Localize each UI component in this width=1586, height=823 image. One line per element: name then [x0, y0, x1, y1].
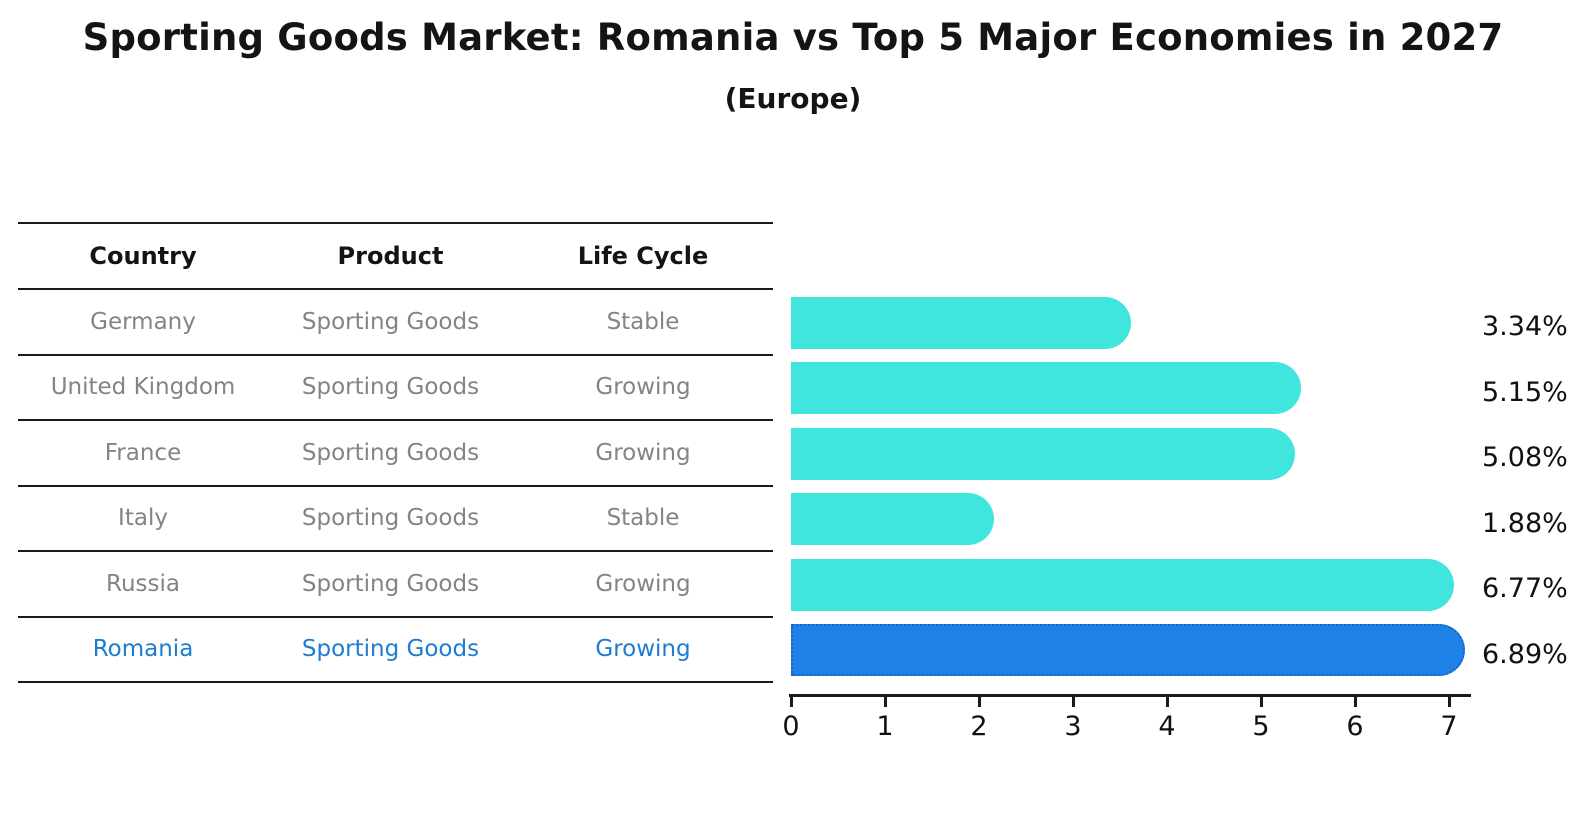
x-tick-label-7: 7 [1440, 711, 1458, 742]
x-tick-6 [1353, 694, 1357, 707]
col-header-country: Country [89, 242, 197, 270]
col-header-lifecycle: Life Cycle [577, 242, 709, 270]
chart-title: Sporting Goods Market: Romania vs Top 5 … [82, 16, 1504, 59]
x-axis [789, 694, 1471, 697]
x-tick-2 [977, 694, 981, 707]
x-tick-1 [883, 694, 887, 707]
table-row-united-kingdom: United Kingdom Sporting Goods Growing [18, 356, 773, 421]
lifecycle-cell: Growing [595, 439, 691, 466]
x-tick-label-0: 0 [782, 711, 800, 742]
bar-value-romania: 6.89% [1482, 639, 1568, 670]
bar-value-italy: 1.88% [1482, 508, 1568, 539]
x-tick-3 [1071, 694, 1075, 707]
table-row-france: France Sporting Goods Growing [18, 421, 773, 487]
x-tick-label-4: 4 [1158, 711, 1176, 742]
table-row-germany: Germany Sporting Goods Stable [18, 290, 773, 356]
country-cell: Italy [118, 505, 168, 532]
x-tick-7 [1447, 694, 1451, 707]
bar-value-russia: 6.77% [1482, 573, 1568, 604]
country-cell: Germany [90, 308, 196, 335]
table-row-russia: Russia Sporting Goods Growing [18, 552, 773, 618]
lifecycle-cell: Growing [595, 374, 691, 401]
bar-italy [791, 493, 994, 545]
country-cell: United Kingdom [50, 374, 236, 401]
bar-romania [791, 624, 1465, 676]
bar-value-germany: 3.34% [1482, 311, 1568, 342]
product-cell: Sporting Goods [301, 308, 480, 335]
bar-russia [791, 559, 1454, 611]
x-tick-label-5: 5 [1252, 711, 1270, 742]
country-cell: France [104, 439, 182, 466]
product-cell: Sporting Goods [301, 570, 480, 597]
bar-value-united-kingdom: 5.15% [1482, 377, 1568, 408]
x-tick-label-2: 2 [970, 711, 988, 742]
country-table: Country Product Life Cycle Germany Sport… [18, 222, 773, 683]
x-tick-label-1: 1 [876, 711, 894, 742]
bar-france [791, 428, 1295, 480]
x-tick-4 [1165, 694, 1169, 707]
bar-united-kingdom [791, 362, 1302, 414]
bar-value-france: 5.08% [1482, 442, 1568, 473]
x-tick-label-3: 3 [1064, 711, 1082, 742]
chart-subtitle: (Europe) [724, 82, 862, 115]
product-cell: Sporting Goods [301, 439, 480, 466]
country-cell: Russia [106, 570, 180, 597]
col-header-product: Product [337, 242, 444, 270]
table-row-italy: Italy Sporting Goods Stable [18, 487, 773, 552]
table-row-romania: Romania Sporting Goods Growing [18, 618, 773, 683]
product-cell: Sporting Goods [301, 505, 480, 532]
lifecycle-cell: Growing [595, 570, 691, 597]
x-tick-label-6: 6 [1346, 711, 1364, 742]
lifecycle-cell: Stable [606, 505, 680, 532]
x-tick-0 [789, 694, 793, 707]
product-cell: Sporting Goods [301, 374, 480, 401]
product-cell: Sporting Goods [301, 636, 480, 663]
table-header-row: Country Product Life Cycle [18, 224, 773, 290]
bar-germany [791, 297, 1132, 349]
country-cell: Romania [92, 636, 194, 663]
lifecycle-cell: Growing [595, 636, 691, 663]
lifecycle-cell: Stable [606, 308, 680, 335]
x-tick-5 [1259, 694, 1263, 707]
